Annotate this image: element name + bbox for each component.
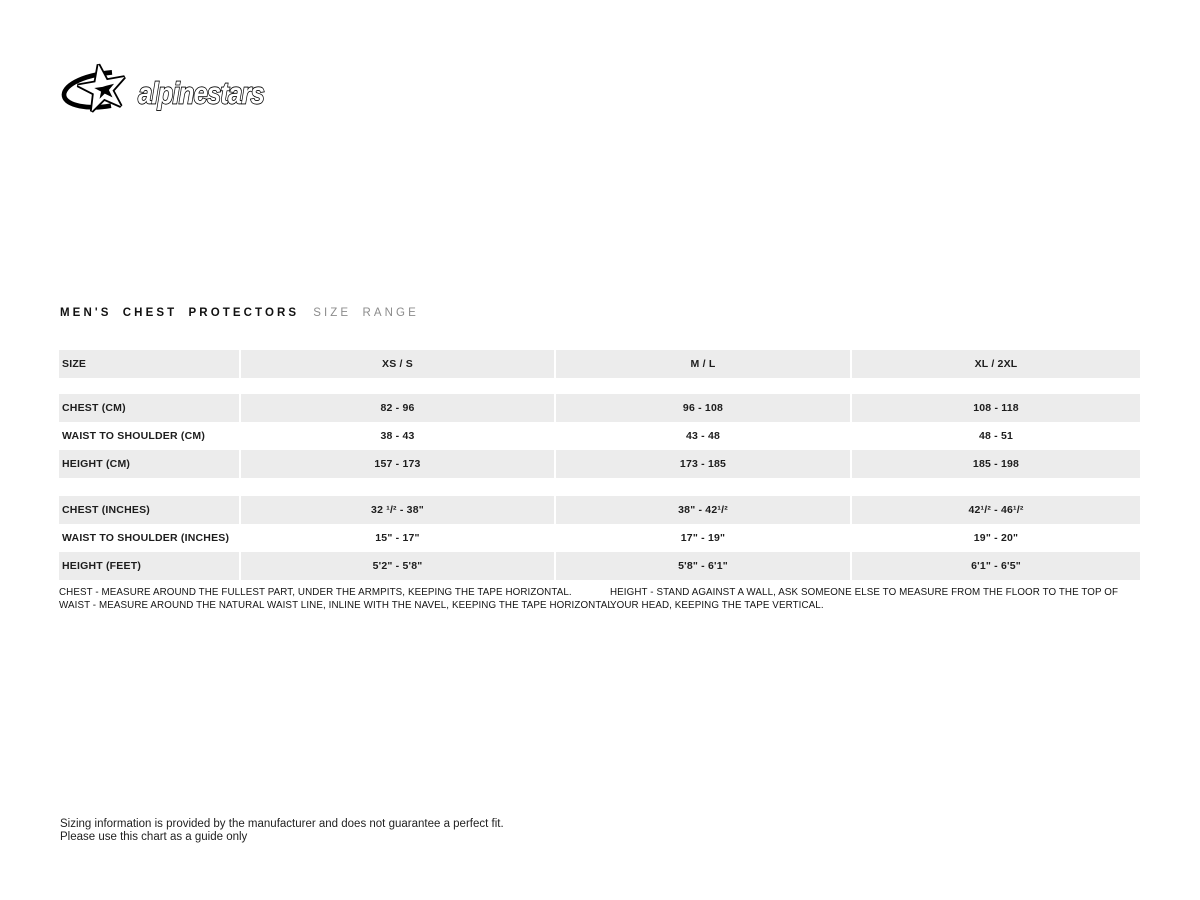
- notes-right: HEIGHT - STAND AGAINST A WALL, ASK SOMEO…: [610, 586, 1140, 612]
- column-header-size: SIZE: [62, 358, 87, 370]
- cell-value: 108 - 118: [850, 394, 1140, 422]
- cell-value: 38" - 42¹/²: [554, 496, 850, 524]
- title-sub: SIZE RANGE: [313, 307, 419, 319]
- alpinestars-wordmark: alpinestars: [138, 78, 264, 111]
- note-waist: WAIST - MEASURE AROUND THE NATURAL WAIST…: [59, 600, 616, 611]
- disclaimer-line-1: Sizing information is provided by the ma…: [60, 818, 504, 830]
- cell-value: 82 - 96: [239, 394, 554, 422]
- cell-value: 19" - 20": [850, 524, 1140, 552]
- table-row-height-cm: HEIGHT (CM) 157 - 173 173 - 185 185 - 19…: [59, 450, 1140, 478]
- row-label: CHEST (CM): [62, 402, 126, 414]
- table-section-gap: [59, 378, 1140, 394]
- page-title: MEN'S CHEST PROTECTORS SIZE RANGE: [60, 307, 419, 319]
- cell-value: 5'2" - 5'8": [239, 552, 554, 580]
- alpinestars-star-icon: [61, 63, 126, 113]
- note-height: HEIGHT - STAND AGAINST A WALL, ASK SOMEO…: [610, 587, 1119, 611]
- size-table: SIZE XS / S M / L XL / 2XL CHEST (CM) 82…: [59, 350, 1140, 580]
- table-row-chest-cm: CHEST (CM) 82 - 96 96 - 108 108 - 118: [59, 394, 1140, 422]
- measurement-notes: CHEST - MEASURE AROUND THE FULLEST PART,…: [59, 586, 1140, 612]
- column-header-m-l: M / L: [554, 350, 850, 378]
- cell-value: 185 - 198: [850, 450, 1140, 478]
- table-header-row: SIZE XS / S M / L XL / 2XL: [59, 350, 1140, 378]
- cell-value: 96 - 108: [554, 394, 850, 422]
- row-label: HEIGHT (FEET): [62, 560, 142, 572]
- table-row-chest-inches: CHEST (INCHES) 32 ¹/² - 38" 38" - 42¹/² …: [59, 496, 1140, 524]
- cell-value: 32 ¹/² - 38": [239, 496, 554, 524]
- cell-value: 43 - 48: [554, 422, 850, 450]
- cell-value: 157 - 173: [239, 450, 554, 478]
- cell-value: 38 - 43: [239, 422, 554, 450]
- disclaimer: Sizing information is provided by the ma…: [60, 818, 504, 844]
- row-label: HEIGHT (CM): [62, 458, 131, 470]
- disclaimer-line-2: Please use this chart as a guide only: [60, 831, 248, 843]
- cell-value: 15" - 17": [239, 524, 554, 552]
- row-label: WAIST TO SHOULDER (INCHES): [62, 532, 230, 544]
- table-row-height-feet: HEIGHT (FEET) 5'2" - 5'8" 5'8" - 6'1" 6'…: [59, 552, 1140, 580]
- column-header-xs-s: XS / S: [239, 350, 554, 378]
- cell-value: 6'1" - 6'5": [850, 552, 1140, 580]
- cell-value: 42¹/² - 46¹/²: [850, 496, 1140, 524]
- cell-value: 17" - 19": [554, 524, 850, 552]
- table-section-gap: [59, 478, 1140, 496]
- table-row-waist-inches: WAIST TO SHOULDER (INCHES) 15" - 17" 17"…: [59, 524, 1140, 552]
- row-label: CHEST (INCHES): [62, 504, 150, 516]
- alpinestars-logo: alpinestars: [61, 63, 266, 113]
- title-main: MEN'S CHEST PROTECTORS: [60, 307, 300, 319]
- notes-left: CHEST - MEASURE AROUND THE FULLEST PART,…: [59, 586, 616, 612]
- cell-value: 5'8" - 6'1": [554, 552, 850, 580]
- table-row-waist-cm: WAIST TO SHOULDER (CM) 38 - 43 43 - 48 4…: [59, 422, 1140, 450]
- cell-value: 173 - 185: [554, 450, 850, 478]
- column-header-xl-2xl: XL / 2XL: [850, 350, 1140, 378]
- cell-value: 48 - 51: [850, 422, 1140, 450]
- note-chest: CHEST - MEASURE AROUND THE FULLEST PART,…: [59, 587, 572, 598]
- row-label: WAIST TO SHOULDER (CM): [62, 430, 206, 442]
